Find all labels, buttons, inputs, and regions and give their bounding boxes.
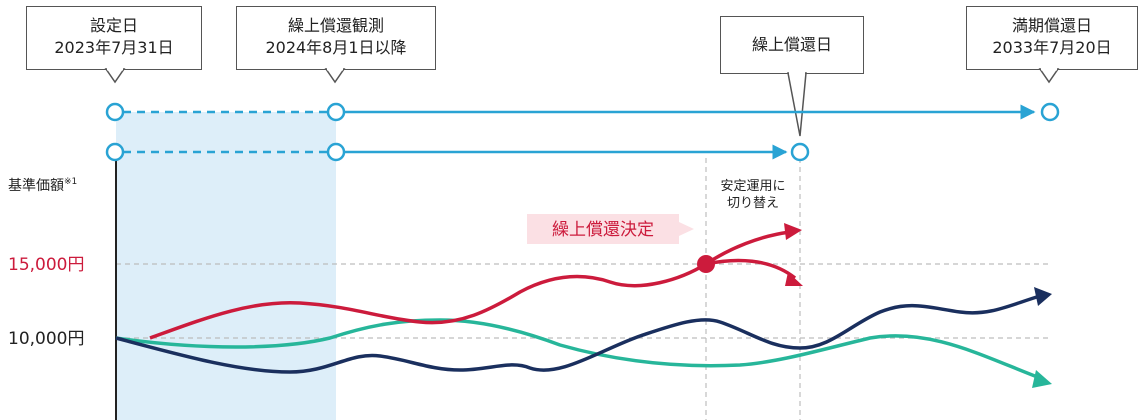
timeline-node-redemption [790, 142, 810, 162]
pre-observation-shading [116, 112, 336, 420]
observation-callout-tail [324, 68, 346, 84]
switch-note-line1: 安定運用に [720, 179, 785, 194]
timeline-node-maturity [1040, 102, 1060, 122]
switch-note-line2: 切り替え [727, 196, 779, 211]
setting-date-callout-tail [104, 68, 126, 84]
decision-label-box [527, 214, 679, 244]
observation-callout: 繰上償還観測 2024年8月1日以降 [236, 6, 436, 70]
setting-date-value: 2023年7月31日 [54, 38, 174, 57]
decision-label-text: 繰上償還決定 [552, 220, 654, 240]
maturity-title: 満期償還日 [1011, 16, 1092, 35]
navy-series-line [115, 294, 1041, 374]
y-axis-label: 基準価額※1 [8, 177, 77, 194]
early-redemption-callout: 繰上償還日 [720, 16, 864, 74]
timeline-node-observation-bottom [326, 142, 346, 162]
y-axis-label-text: 基準価額 [8, 177, 64, 194]
red-series-up-arrowhead [784, 223, 802, 240]
setting-date-title: 設定日 [89, 16, 138, 35]
red-series-down-branch [705, 258, 797, 280]
tick-label-10000: 10,000円 [8, 329, 84, 349]
timeline-node-setting-bottom [105, 142, 125, 162]
tick-label-15000: 15,000円 [8, 255, 84, 275]
navy-series-arrowhead [1034, 287, 1052, 306]
observation-value: 2024年8月1日以降 [265, 38, 407, 57]
maturity-callout-tail [1038, 68, 1060, 84]
green-series-arrowhead [1032, 370, 1052, 388]
red-series-line [149, 262, 707, 340]
y-axis-label-superscript: ※1 [64, 177, 77, 187]
maturity-value: 2033年7月20日 [992, 38, 1112, 57]
timeline-node-setting-top [105, 102, 125, 122]
setting-date-callout: 設定日 2023年7月31日 [26, 6, 202, 70]
maturity-callout: 満期償還日 2033年7月20日 [966, 6, 1138, 70]
early-redemption-title: 繰上償還日 [751, 35, 832, 54]
timeline-node-observation-top [326, 102, 346, 122]
early-redemption-callout-tail [787, 72, 807, 137]
redemption-decision-point [697, 255, 715, 273]
green-series-line [115, 318, 1041, 380]
observation-title: 繰上償還観測 [287, 16, 384, 35]
decision-label-pointer [679, 222, 694, 236]
red-series-down-arrowhead [785, 272, 803, 286]
